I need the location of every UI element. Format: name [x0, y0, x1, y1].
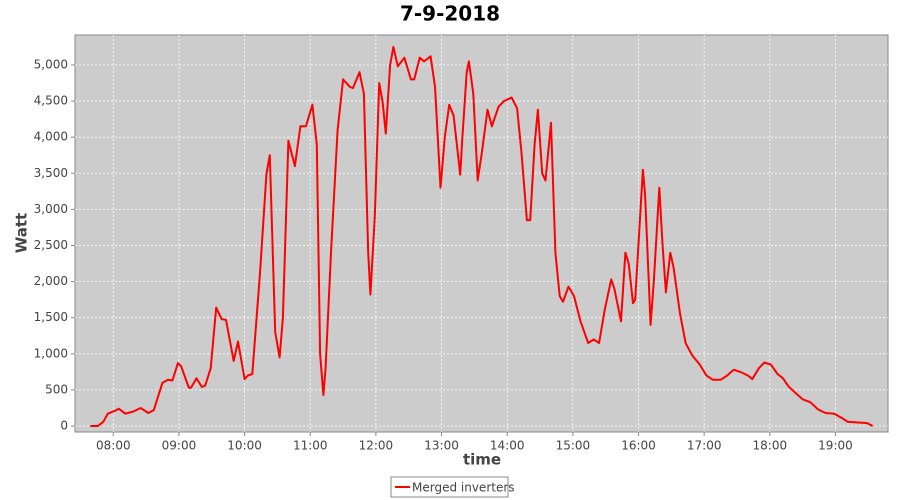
x-axis-label: time — [463, 451, 501, 469]
y-tick-label: 1,000 — [34, 346, 68, 360]
y-tick-label: 2,500 — [34, 238, 68, 252]
y-tick-label: 3,500 — [34, 166, 68, 180]
x-tick-label: 16:00 — [621, 439, 656, 453]
x-tick-label: 14:00 — [490, 439, 525, 453]
x-tick-label: 15:00 — [556, 439, 591, 453]
legend-label: Merged inverters — [412, 481, 515, 495]
x-tick-label: 09:00 — [162, 439, 197, 453]
x-tick-label: 10:00 — [227, 439, 262, 453]
y-tick-label: 500 — [45, 382, 68, 396]
legend-box — [390, 476, 509, 498]
x-tick-label: 17:00 — [687, 439, 722, 453]
plot-area — [74, 34, 889, 433]
x-tick-label: 08:00 — [96, 439, 131, 453]
x-tick-label: 18:00 — [753, 439, 788, 453]
chart-title: 7-9-2018 — [400, 2, 500, 26]
series-line — [90, 45, 874, 427]
x-tick-label: 19:00 — [818, 439, 853, 453]
x-tick-label: 12:00 — [359, 439, 394, 453]
y-axis-label: Watt — [13, 213, 31, 253]
y-tick-label: 4,000 — [34, 130, 68, 144]
x-tick-label: 13:00 — [424, 439, 459, 453]
y-tick-label: 2,000 — [34, 274, 68, 288]
y-tick-label: 4,500 — [34, 94, 68, 108]
y-tick-label: 1,500 — [34, 310, 68, 324]
y-tick-label: 3,000 — [34, 202, 68, 216]
x-tick-label: 11:00 — [293, 439, 328, 453]
y-tick-label: 0 — [60, 419, 68, 433]
y-tick-label: 5,000 — [34, 57, 68, 71]
